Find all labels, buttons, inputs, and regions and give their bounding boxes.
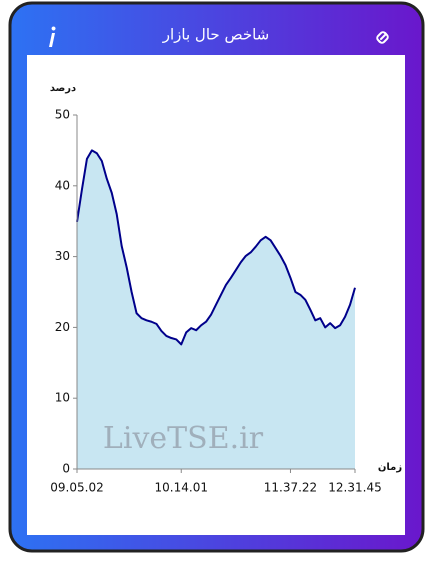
x-tick-label: 10.14.01 [155,481,208,495]
header-title: شاخص حال بازار [162,26,269,44]
x-tick-label: 12.31.45 [328,481,381,495]
y-tick-label: 20 [55,320,70,334]
x-tick-label: 09.05.02 [50,481,103,495]
y-axis-label: درصد [50,83,76,94]
link-icon[interactable] [376,31,389,44]
x-tick-label: 11.37.22 [264,481,317,495]
info-icon[interactable] [49,26,56,48]
y-tick-label: 30 [55,249,70,263]
watermark: LiveTSE.ir [103,421,264,456]
x-axis-label: زمان [378,462,402,473]
y-tick-label: 0 [62,462,70,476]
y-tick-label: 50 [55,108,70,122]
line [76,149,356,346]
y-tick-label: 10 [55,391,70,405]
y-tick-label: 40 [55,178,70,192]
area-fill [77,150,355,469]
plot: 0 10 20 30 40 50 09.05.02 10.14.01 11.37.22 12.31… [50,108,381,495]
